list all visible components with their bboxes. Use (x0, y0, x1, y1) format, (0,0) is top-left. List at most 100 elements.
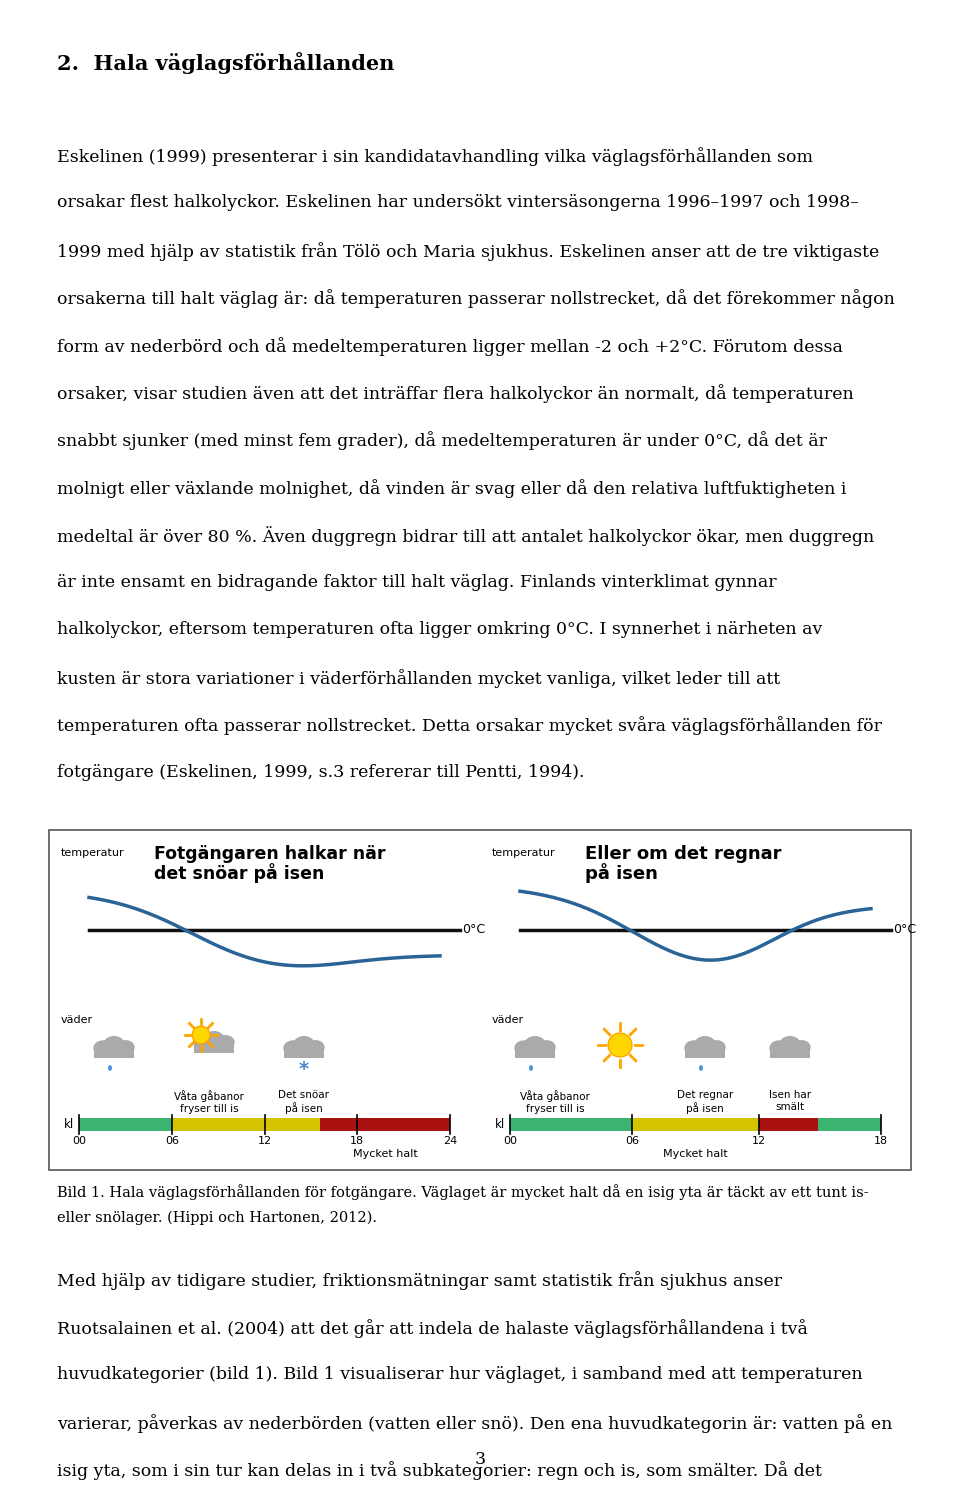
Text: 12: 12 (257, 1136, 272, 1146)
Bar (172, 1117, 265, 1131)
Bar (284, 1050, 324, 1059)
Bar (510, 1117, 633, 1131)
Ellipse shape (306, 1041, 324, 1054)
Ellipse shape (292, 1045, 308, 1057)
Text: varierar, påverkas av nederbörden (vatten eller snö). Den ena huvudkategorin är:: varierar, påverkas av nederbörden (vatte… (57, 1414, 893, 1432)
Text: form av nederbörd och då medeltemperaturen ligger mellan -2 och +2°C. Förutom de: form av nederbörd och då medeltemperatur… (57, 337, 843, 355)
Ellipse shape (515, 1041, 534, 1056)
Ellipse shape (192, 1026, 210, 1044)
Text: eller snölager. (Hippi och Hartonen, 2012).: eller snölager. (Hippi och Hartonen, 201… (57, 1211, 377, 1226)
Text: 06: 06 (625, 1136, 639, 1146)
Text: 2.  Hala väglagsförhållanden: 2. Hala väglagsförhållanden (57, 53, 395, 74)
Text: fotgängare (Eskelinen, 1999, s.3 refererar till Pentti, 1994).: fotgängare (Eskelinen, 1999, s.3 referer… (57, 764, 585, 780)
Ellipse shape (790, 1045, 804, 1057)
Text: 12: 12 (752, 1136, 766, 1146)
Ellipse shape (535, 1045, 549, 1057)
Bar (79, 1117, 172, 1131)
Text: 0°C: 0°C (893, 923, 916, 937)
Text: Mycket halt: Mycket halt (663, 1149, 728, 1160)
Ellipse shape (699, 1065, 703, 1071)
Ellipse shape (103, 1036, 125, 1053)
Bar (770, 1050, 810, 1059)
Bar (265, 1117, 320, 1131)
Ellipse shape (203, 1039, 219, 1053)
Text: kl: kl (494, 1117, 505, 1131)
Text: temperatur: temperatur (61, 848, 125, 858)
Bar (320, 1117, 450, 1131)
Ellipse shape (529, 1065, 533, 1071)
Text: det snöar på isen: det snöar på isen (154, 863, 324, 883)
Bar (685, 1050, 725, 1059)
Text: huvudkategorier (bild 1). Bild 1 visualiserar hur väglaget, i samband med att te: huvudkategorier (bild 1). Bild 1 visuali… (57, 1366, 863, 1384)
Text: Våta gåbanor
fryser till is: Våta gåbanor fryser till is (174, 1090, 244, 1113)
Text: Det regnar
på isen: Det regnar på isen (677, 1090, 733, 1114)
Text: 24: 24 (443, 1136, 457, 1146)
Ellipse shape (693, 1045, 709, 1057)
Ellipse shape (538, 1041, 556, 1054)
Text: orsaker, visar studien även att det inträffar flera halkolyckor än normalt, då t: orsaker, visar studien även att det intr… (57, 384, 853, 404)
Text: Isen har
smält: Isen har smält (769, 1090, 811, 1111)
Ellipse shape (293, 1036, 315, 1053)
Ellipse shape (114, 1045, 129, 1057)
Text: Fotgängaren halkar när: Fotgängaren halkar när (154, 845, 386, 863)
Bar (194, 1044, 234, 1053)
Text: Med hjälp av tidigare studier, friktionsmätningar samt statistik från sjukhus an: Med hjälp av tidigare studier, friktions… (57, 1271, 782, 1291)
Ellipse shape (103, 1045, 118, 1057)
Text: på isen: på isen (585, 863, 658, 883)
Text: 18: 18 (874, 1136, 888, 1146)
Ellipse shape (769, 1041, 789, 1056)
Text: Bild 1. Hala väglagsförhållanden för fotgängare. Väglaget är mycket halt då en i: Bild 1. Hala väglagsförhållanden för fot… (57, 1184, 869, 1200)
Text: Eller om det regnar: Eller om det regnar (585, 845, 781, 863)
Text: molnigt eller växlande molnighet, då vinden är svag eller då den relativa luftfu: molnigt eller växlande molnighet, då vin… (57, 479, 847, 498)
Ellipse shape (523, 1045, 540, 1057)
Text: kusten är stora variationer i väderförhållanden mycket vanliga, vilket leder til: kusten är stora variationer i väderförhå… (57, 669, 780, 688)
Ellipse shape (705, 1045, 719, 1057)
Bar (49, 830, 911, 1170)
Text: Mycket halt: Mycket halt (352, 1149, 418, 1160)
Text: Våta gåbanor
fryser till is: Våta gåbanor fryser till is (520, 1090, 590, 1113)
Ellipse shape (117, 1041, 134, 1054)
Ellipse shape (524, 1036, 546, 1053)
Ellipse shape (304, 1045, 319, 1057)
Text: snabbt sjunker (med minst fem grader), då medeltemperaturen är under 0°C, då det: snabbt sjunker (med minst fem grader), d… (57, 432, 827, 450)
Text: 1999 med hjälp av statistik från Tölö och Maria sjukhus. Eskelinen anser att de : 1999 med hjälp av statistik från Tölö oc… (57, 242, 879, 261)
Text: väder: väder (492, 1015, 524, 1026)
Text: *: * (299, 1060, 309, 1080)
Text: temperatur: temperatur (492, 848, 556, 858)
Text: Eskelinen (1999) presenterar i sin kandidatavhandling vilka väglagsförhållanden : Eskelinen (1999) presenterar i sin kandi… (57, 148, 813, 166)
Text: orsakar flest halkolyckor. Eskelinen har undersökt vintersäsongerna 1996–1997 oc: orsakar flest halkolyckor. Eskelinen har… (57, 194, 859, 211)
Ellipse shape (204, 1032, 225, 1048)
Text: kl: kl (63, 1117, 74, 1131)
Bar (633, 1117, 758, 1131)
Text: 06: 06 (165, 1136, 179, 1146)
Bar (818, 1117, 881, 1131)
Ellipse shape (684, 1041, 704, 1056)
Ellipse shape (694, 1036, 716, 1053)
Text: 0°C: 0°C (462, 923, 485, 937)
Text: är inte ensamt en bidragande faktor till halt väglag. Finlands vinterklimat gynn: är inte ensamt en bidragande faktor till… (57, 574, 777, 590)
Bar (516, 1050, 555, 1059)
Bar (94, 1050, 133, 1059)
Text: 3: 3 (474, 1450, 486, 1468)
Ellipse shape (283, 1041, 303, 1056)
Text: medeltal är över 80 %. Även duggregn bidrar till att antalet halkolyckor ökar, m: medeltal är över 80 %. Även duggregn bid… (57, 527, 875, 547)
Text: Det snöar
på isen: Det snöar på isen (278, 1090, 329, 1114)
Ellipse shape (214, 1041, 228, 1051)
Text: 18: 18 (350, 1136, 364, 1146)
Text: isig yta, som i sin tur kan delas in i två subkategorier: regn och is, som smält: isig yta, som i sin tur kan delas in i t… (57, 1461, 822, 1480)
Ellipse shape (608, 1033, 632, 1057)
Text: temperaturen ofta passerar nollstrecket. Detta orsakar mycket svåra väglagsförhå: temperaturen ofta passerar nollstrecket.… (57, 717, 882, 735)
Text: orsakerna till halt väglag är: då temperaturen passerar nollstrecket, då det för: orsakerna till halt väglag är: då temper… (57, 289, 895, 309)
Ellipse shape (779, 1045, 795, 1057)
Ellipse shape (108, 1065, 112, 1071)
Text: Ruotsalainen et al. (2004) att det går att indela de halaste väglagsförhållanden: Ruotsalainen et al. (2004) att det går a… (57, 1319, 808, 1337)
Text: väder: väder (61, 1015, 93, 1026)
Ellipse shape (708, 1041, 726, 1054)
Text: halkolyckor, eftersom temperaturen ofta ligger omkring 0°C. I synnerhet i närhet: halkolyckor, eftersom temperaturen ofta … (57, 622, 823, 639)
Ellipse shape (780, 1036, 801, 1053)
Ellipse shape (93, 1041, 113, 1056)
Bar (758, 1117, 818, 1131)
Ellipse shape (193, 1035, 213, 1051)
Ellipse shape (217, 1035, 234, 1050)
Text: 00: 00 (72, 1136, 86, 1146)
